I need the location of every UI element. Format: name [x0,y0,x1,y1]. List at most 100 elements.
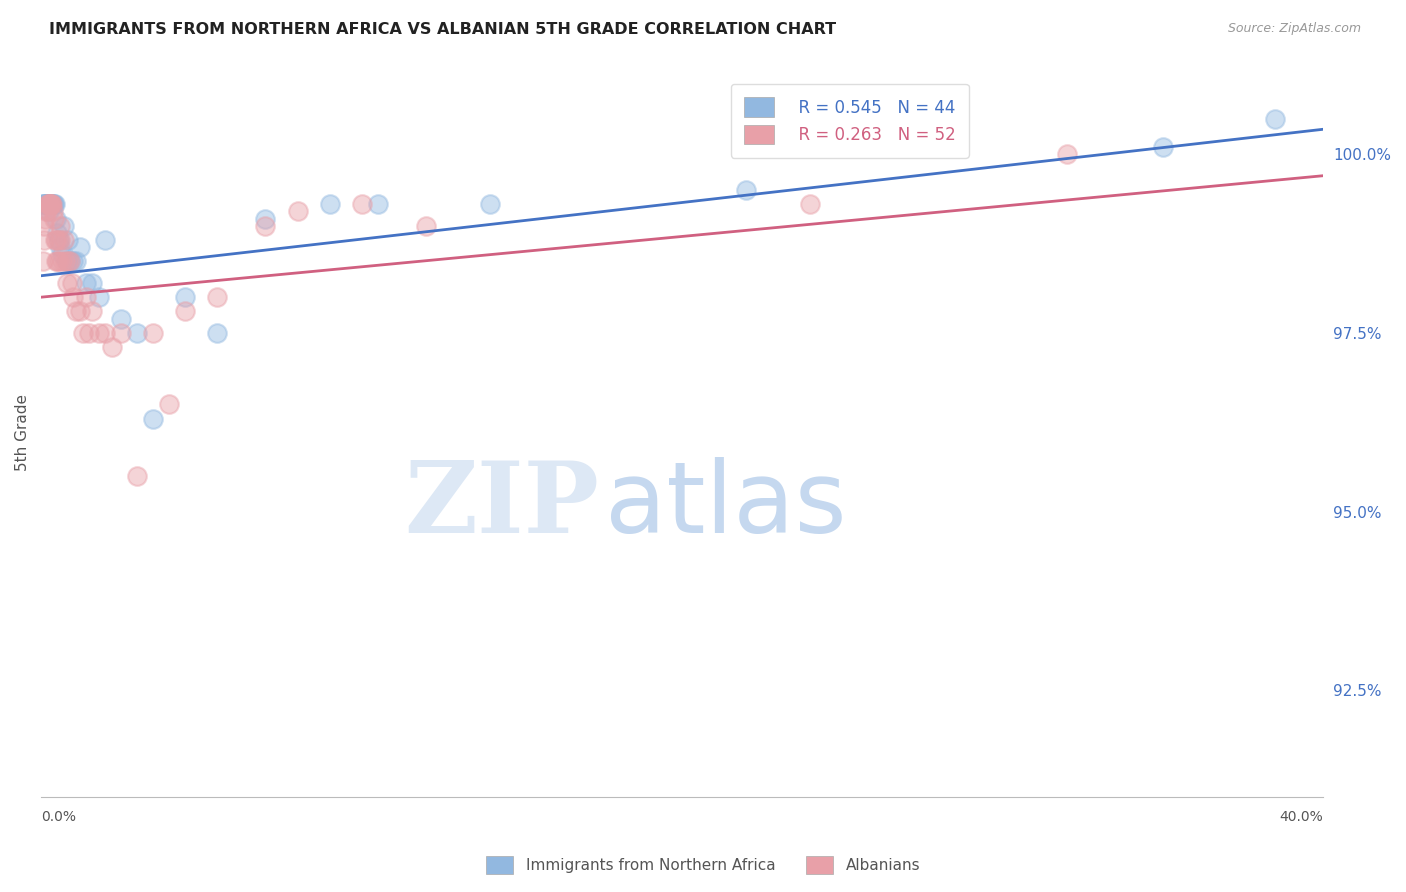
Point [35,197,58,211]
Point [62,290,84,304]
Point [77,326,100,340]
Point [254,219,277,233]
Point [44,233,66,247]
Point [41,197,63,211]
Point [37,197,59,211]
Point [44,254,66,268]
Point [87,290,110,304]
Y-axis label: 5th Grade: 5th Grade [15,394,30,472]
Point [478,197,501,211]
Legend:   R = 0.545   N = 44,   R = 0.263   N = 52: R = 0.545 N = 44, R = 0.263 N = 52 [731,84,969,158]
Text: ZIP: ZIP [404,458,599,554]
Point [48,254,70,268]
Point [58,254,80,268]
Point [48,233,70,247]
Point [69,240,91,254]
Point [35,204,58,219]
Point [207,326,229,340]
Point [254,211,277,226]
Point [51,254,73,268]
Point [34,211,56,226]
Point [42,197,65,211]
Point [53,254,76,268]
Point [44,197,66,211]
Text: atlas: atlas [605,458,846,554]
Point [31,254,53,268]
Point [55,254,77,268]
Point [35,204,58,219]
Text: 0.0%: 0.0% [41,810,76,824]
Point [110,311,132,326]
Point [48,233,70,247]
Point [157,397,180,411]
Point [735,183,758,197]
Point [51,247,73,261]
Point [46,233,69,247]
Point [62,254,84,268]
Point [39,197,62,211]
Point [127,326,149,340]
Text: 40.0%: 40.0% [1279,810,1323,824]
Point [38,204,60,219]
Point [41,197,63,211]
Point [318,197,340,211]
Point [65,304,87,318]
Point [37,197,59,211]
Point [60,276,83,290]
Point [44,211,66,226]
Point [32,233,55,247]
Point [37,197,59,211]
Point [41,197,63,211]
Point [174,304,197,318]
Point [94,326,117,340]
Point [82,304,104,318]
Point [1056,147,1078,161]
Point [52,233,75,247]
Point [35,197,58,211]
Point [52,219,75,233]
Text: IMMIGRANTS FROM NORTHERN AFRICA VS ALBANIAN 5TH GRADE CORRELATION CHART: IMMIGRANTS FROM NORTHERN AFRICA VS ALBAN… [49,22,837,37]
Point [58,233,80,247]
Point [59,254,82,268]
Point [65,254,87,268]
Point [82,276,104,290]
Point [87,326,110,340]
Point [94,233,117,247]
Point [1264,112,1286,126]
Point [37,197,59,211]
Point [39,197,62,211]
Point [367,197,389,211]
Point [59,254,82,268]
Point [41,197,63,211]
Point [49,219,72,233]
Point [174,290,197,304]
Point [49,240,72,254]
Point [110,326,132,340]
Point [287,204,309,219]
Point [46,226,69,240]
Point [142,326,165,340]
Point [72,326,94,340]
Point [34,197,56,211]
Point [415,219,437,233]
Point [42,211,65,226]
Point [207,290,229,304]
Text: Source: ZipAtlas.com: Source: ZipAtlas.com [1227,22,1361,36]
Point [127,468,149,483]
Point [1152,140,1174,154]
Point [34,197,56,211]
Point [39,197,62,211]
Point [42,204,65,219]
Point [100,340,122,354]
Point [38,197,60,211]
Point [142,411,165,425]
Point [799,197,821,211]
Point [42,197,65,211]
Point [46,254,69,268]
Point [55,276,77,290]
Point [34,219,56,233]
Point [45,233,67,247]
Point [75,276,97,290]
Point [39,197,62,211]
Legend: Immigrants from Northern Africa, Albanians: Immigrants from Northern Africa, Albania… [479,850,927,880]
